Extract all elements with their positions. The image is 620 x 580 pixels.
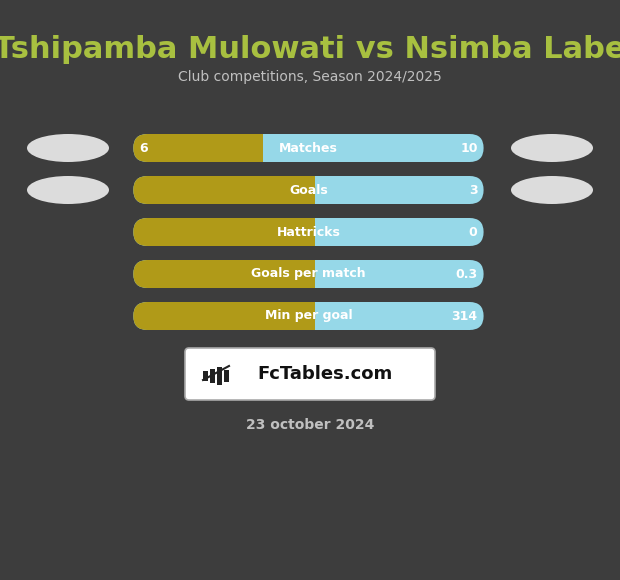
Bar xyxy=(203,371,208,381)
Ellipse shape xyxy=(27,134,109,162)
Bar xyxy=(247,134,263,162)
Text: 10: 10 xyxy=(460,142,477,154)
FancyBboxPatch shape xyxy=(133,302,316,330)
Text: FcTables.com: FcTables.com xyxy=(257,365,392,383)
Text: 23 october 2024: 23 october 2024 xyxy=(246,418,374,432)
Bar xyxy=(224,370,229,382)
Text: Min per goal: Min per goal xyxy=(265,310,352,322)
Text: 6: 6 xyxy=(140,142,148,154)
Text: Goals per match: Goals per match xyxy=(251,267,366,281)
Ellipse shape xyxy=(27,176,109,204)
FancyBboxPatch shape xyxy=(133,260,316,288)
FancyBboxPatch shape xyxy=(133,218,316,246)
Bar xyxy=(210,369,215,383)
FancyBboxPatch shape xyxy=(133,176,484,204)
Text: 3: 3 xyxy=(469,183,477,197)
Text: Goals: Goals xyxy=(289,183,328,197)
Bar xyxy=(299,260,316,288)
Bar xyxy=(299,176,316,204)
FancyBboxPatch shape xyxy=(133,218,484,246)
Text: 0: 0 xyxy=(469,226,477,238)
FancyBboxPatch shape xyxy=(133,260,484,288)
Text: 0.3: 0.3 xyxy=(456,267,477,281)
FancyBboxPatch shape xyxy=(185,348,435,400)
FancyBboxPatch shape xyxy=(133,176,316,204)
Bar xyxy=(217,367,222,385)
Text: Hattricks: Hattricks xyxy=(277,226,340,238)
Ellipse shape xyxy=(511,176,593,204)
Text: Club competitions, Season 2024/2025: Club competitions, Season 2024/2025 xyxy=(178,70,442,84)
Text: 314: 314 xyxy=(451,310,477,322)
FancyBboxPatch shape xyxy=(133,302,484,330)
FancyBboxPatch shape xyxy=(133,134,484,162)
FancyBboxPatch shape xyxy=(133,134,263,162)
Text: Tshipamba Mulowati vs Nsimba Labe: Tshipamba Mulowati vs Nsimba Labe xyxy=(0,35,620,64)
Bar xyxy=(299,302,316,330)
Ellipse shape xyxy=(511,134,593,162)
Bar xyxy=(299,218,316,246)
Text: Matches: Matches xyxy=(279,142,338,154)
